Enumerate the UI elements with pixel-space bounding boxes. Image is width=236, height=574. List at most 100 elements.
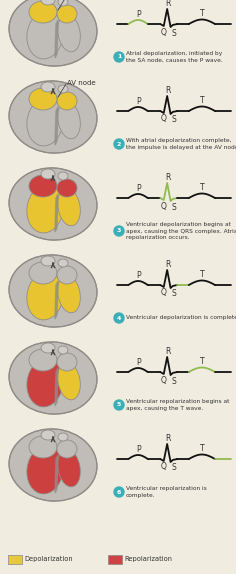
Ellipse shape bbox=[58, 275, 80, 313]
Ellipse shape bbox=[41, 169, 55, 179]
Ellipse shape bbox=[58, 14, 80, 52]
Ellipse shape bbox=[9, 342, 97, 414]
Ellipse shape bbox=[9, 0, 97, 66]
Text: Atrial depolarization, initiated by
the SA node, causes the P wave.: Atrial depolarization, initiated by the … bbox=[126, 51, 223, 63]
Ellipse shape bbox=[57, 353, 77, 371]
Ellipse shape bbox=[58, 85, 68, 93]
Text: Depolarization: Depolarization bbox=[24, 557, 73, 563]
Text: R: R bbox=[165, 86, 170, 95]
Ellipse shape bbox=[41, 343, 55, 353]
Ellipse shape bbox=[27, 359, 63, 407]
Circle shape bbox=[114, 313, 124, 323]
Text: With atrial depolarization complete,
the impulse is delayed at the AV node.: With atrial depolarization complete, the… bbox=[126, 138, 236, 150]
Text: Repolarization: Repolarization bbox=[124, 557, 172, 563]
Text: S: S bbox=[172, 115, 177, 125]
Text: Ventricular repolarization is
complete.: Ventricular repolarization is complete. bbox=[126, 486, 207, 498]
Text: P: P bbox=[136, 445, 141, 454]
Text: R: R bbox=[165, 347, 170, 356]
Text: S: S bbox=[172, 463, 177, 472]
Ellipse shape bbox=[27, 185, 63, 233]
Ellipse shape bbox=[58, 0, 68, 6]
Text: 3: 3 bbox=[117, 228, 121, 234]
Ellipse shape bbox=[9, 429, 97, 501]
Text: Q: Q bbox=[160, 114, 166, 123]
Ellipse shape bbox=[27, 272, 63, 320]
Text: P: P bbox=[136, 184, 141, 193]
Polygon shape bbox=[55, 107, 58, 145]
Bar bbox=[108, 555, 122, 564]
Text: 5: 5 bbox=[117, 402, 121, 408]
Text: AV node: AV node bbox=[67, 80, 96, 86]
Ellipse shape bbox=[27, 446, 63, 494]
Text: R: R bbox=[165, 260, 170, 269]
Ellipse shape bbox=[27, 98, 63, 146]
Text: S: S bbox=[172, 203, 177, 211]
Text: T: T bbox=[200, 9, 205, 18]
Polygon shape bbox=[55, 194, 58, 232]
Text: 6: 6 bbox=[117, 490, 121, 494]
Circle shape bbox=[114, 487, 124, 497]
Ellipse shape bbox=[29, 436, 57, 458]
Ellipse shape bbox=[58, 433, 68, 441]
Text: T: T bbox=[200, 357, 205, 366]
Ellipse shape bbox=[58, 449, 80, 487]
Ellipse shape bbox=[57, 440, 77, 458]
Ellipse shape bbox=[41, 430, 55, 440]
Text: T: T bbox=[200, 270, 205, 280]
Text: Q: Q bbox=[160, 28, 166, 37]
Text: T: T bbox=[200, 183, 205, 192]
Ellipse shape bbox=[58, 188, 80, 226]
Ellipse shape bbox=[9, 81, 97, 153]
Circle shape bbox=[114, 226, 124, 236]
Ellipse shape bbox=[9, 168, 97, 240]
Ellipse shape bbox=[29, 349, 57, 371]
Text: Q: Q bbox=[160, 463, 166, 471]
Ellipse shape bbox=[41, 0, 55, 5]
Text: R: R bbox=[165, 173, 170, 182]
Bar bbox=[8, 555, 22, 564]
Text: P: P bbox=[136, 97, 141, 106]
Polygon shape bbox=[55, 455, 58, 493]
Ellipse shape bbox=[58, 259, 68, 267]
Text: P: P bbox=[136, 10, 141, 19]
Ellipse shape bbox=[41, 82, 55, 92]
Ellipse shape bbox=[27, 11, 63, 59]
Ellipse shape bbox=[29, 175, 57, 197]
Ellipse shape bbox=[29, 88, 57, 110]
Ellipse shape bbox=[41, 256, 55, 266]
Text: Ventricular depolarization is complete.: Ventricular depolarization is complete. bbox=[126, 316, 236, 320]
Text: S: S bbox=[172, 289, 177, 298]
Text: R: R bbox=[165, 434, 170, 443]
Text: Q: Q bbox=[160, 289, 166, 297]
Text: S: S bbox=[172, 377, 177, 386]
Text: S: S bbox=[172, 29, 177, 37]
Polygon shape bbox=[55, 281, 58, 319]
Ellipse shape bbox=[57, 92, 77, 110]
Ellipse shape bbox=[58, 346, 68, 354]
Text: Q: Q bbox=[160, 201, 166, 211]
Ellipse shape bbox=[29, 262, 57, 284]
Ellipse shape bbox=[58, 172, 68, 180]
Circle shape bbox=[114, 400, 124, 410]
Text: P: P bbox=[136, 271, 141, 280]
Text: P: P bbox=[136, 358, 141, 367]
Polygon shape bbox=[55, 368, 58, 406]
Ellipse shape bbox=[57, 266, 77, 284]
Text: Ventricular repolarization begins at
apex, causing the T wave.: Ventricular repolarization begins at ape… bbox=[126, 399, 229, 411]
Ellipse shape bbox=[9, 255, 97, 327]
Text: T: T bbox=[200, 96, 205, 105]
Ellipse shape bbox=[57, 179, 77, 197]
Text: 1: 1 bbox=[117, 55, 121, 60]
Text: R: R bbox=[165, 0, 170, 8]
Ellipse shape bbox=[57, 5, 77, 23]
Circle shape bbox=[114, 139, 124, 149]
Ellipse shape bbox=[58, 362, 80, 400]
Text: Q: Q bbox=[160, 375, 166, 385]
Text: 2: 2 bbox=[117, 142, 121, 146]
Polygon shape bbox=[55, 20, 58, 58]
Circle shape bbox=[114, 52, 124, 62]
Ellipse shape bbox=[29, 1, 57, 23]
Text: T: T bbox=[200, 444, 205, 453]
Text: 4: 4 bbox=[117, 316, 121, 320]
Text: Ventricular depolarization begins at
apex, causing the QRS complex. Atrial
repol: Ventricular depolarization begins at ape… bbox=[126, 222, 236, 240]
